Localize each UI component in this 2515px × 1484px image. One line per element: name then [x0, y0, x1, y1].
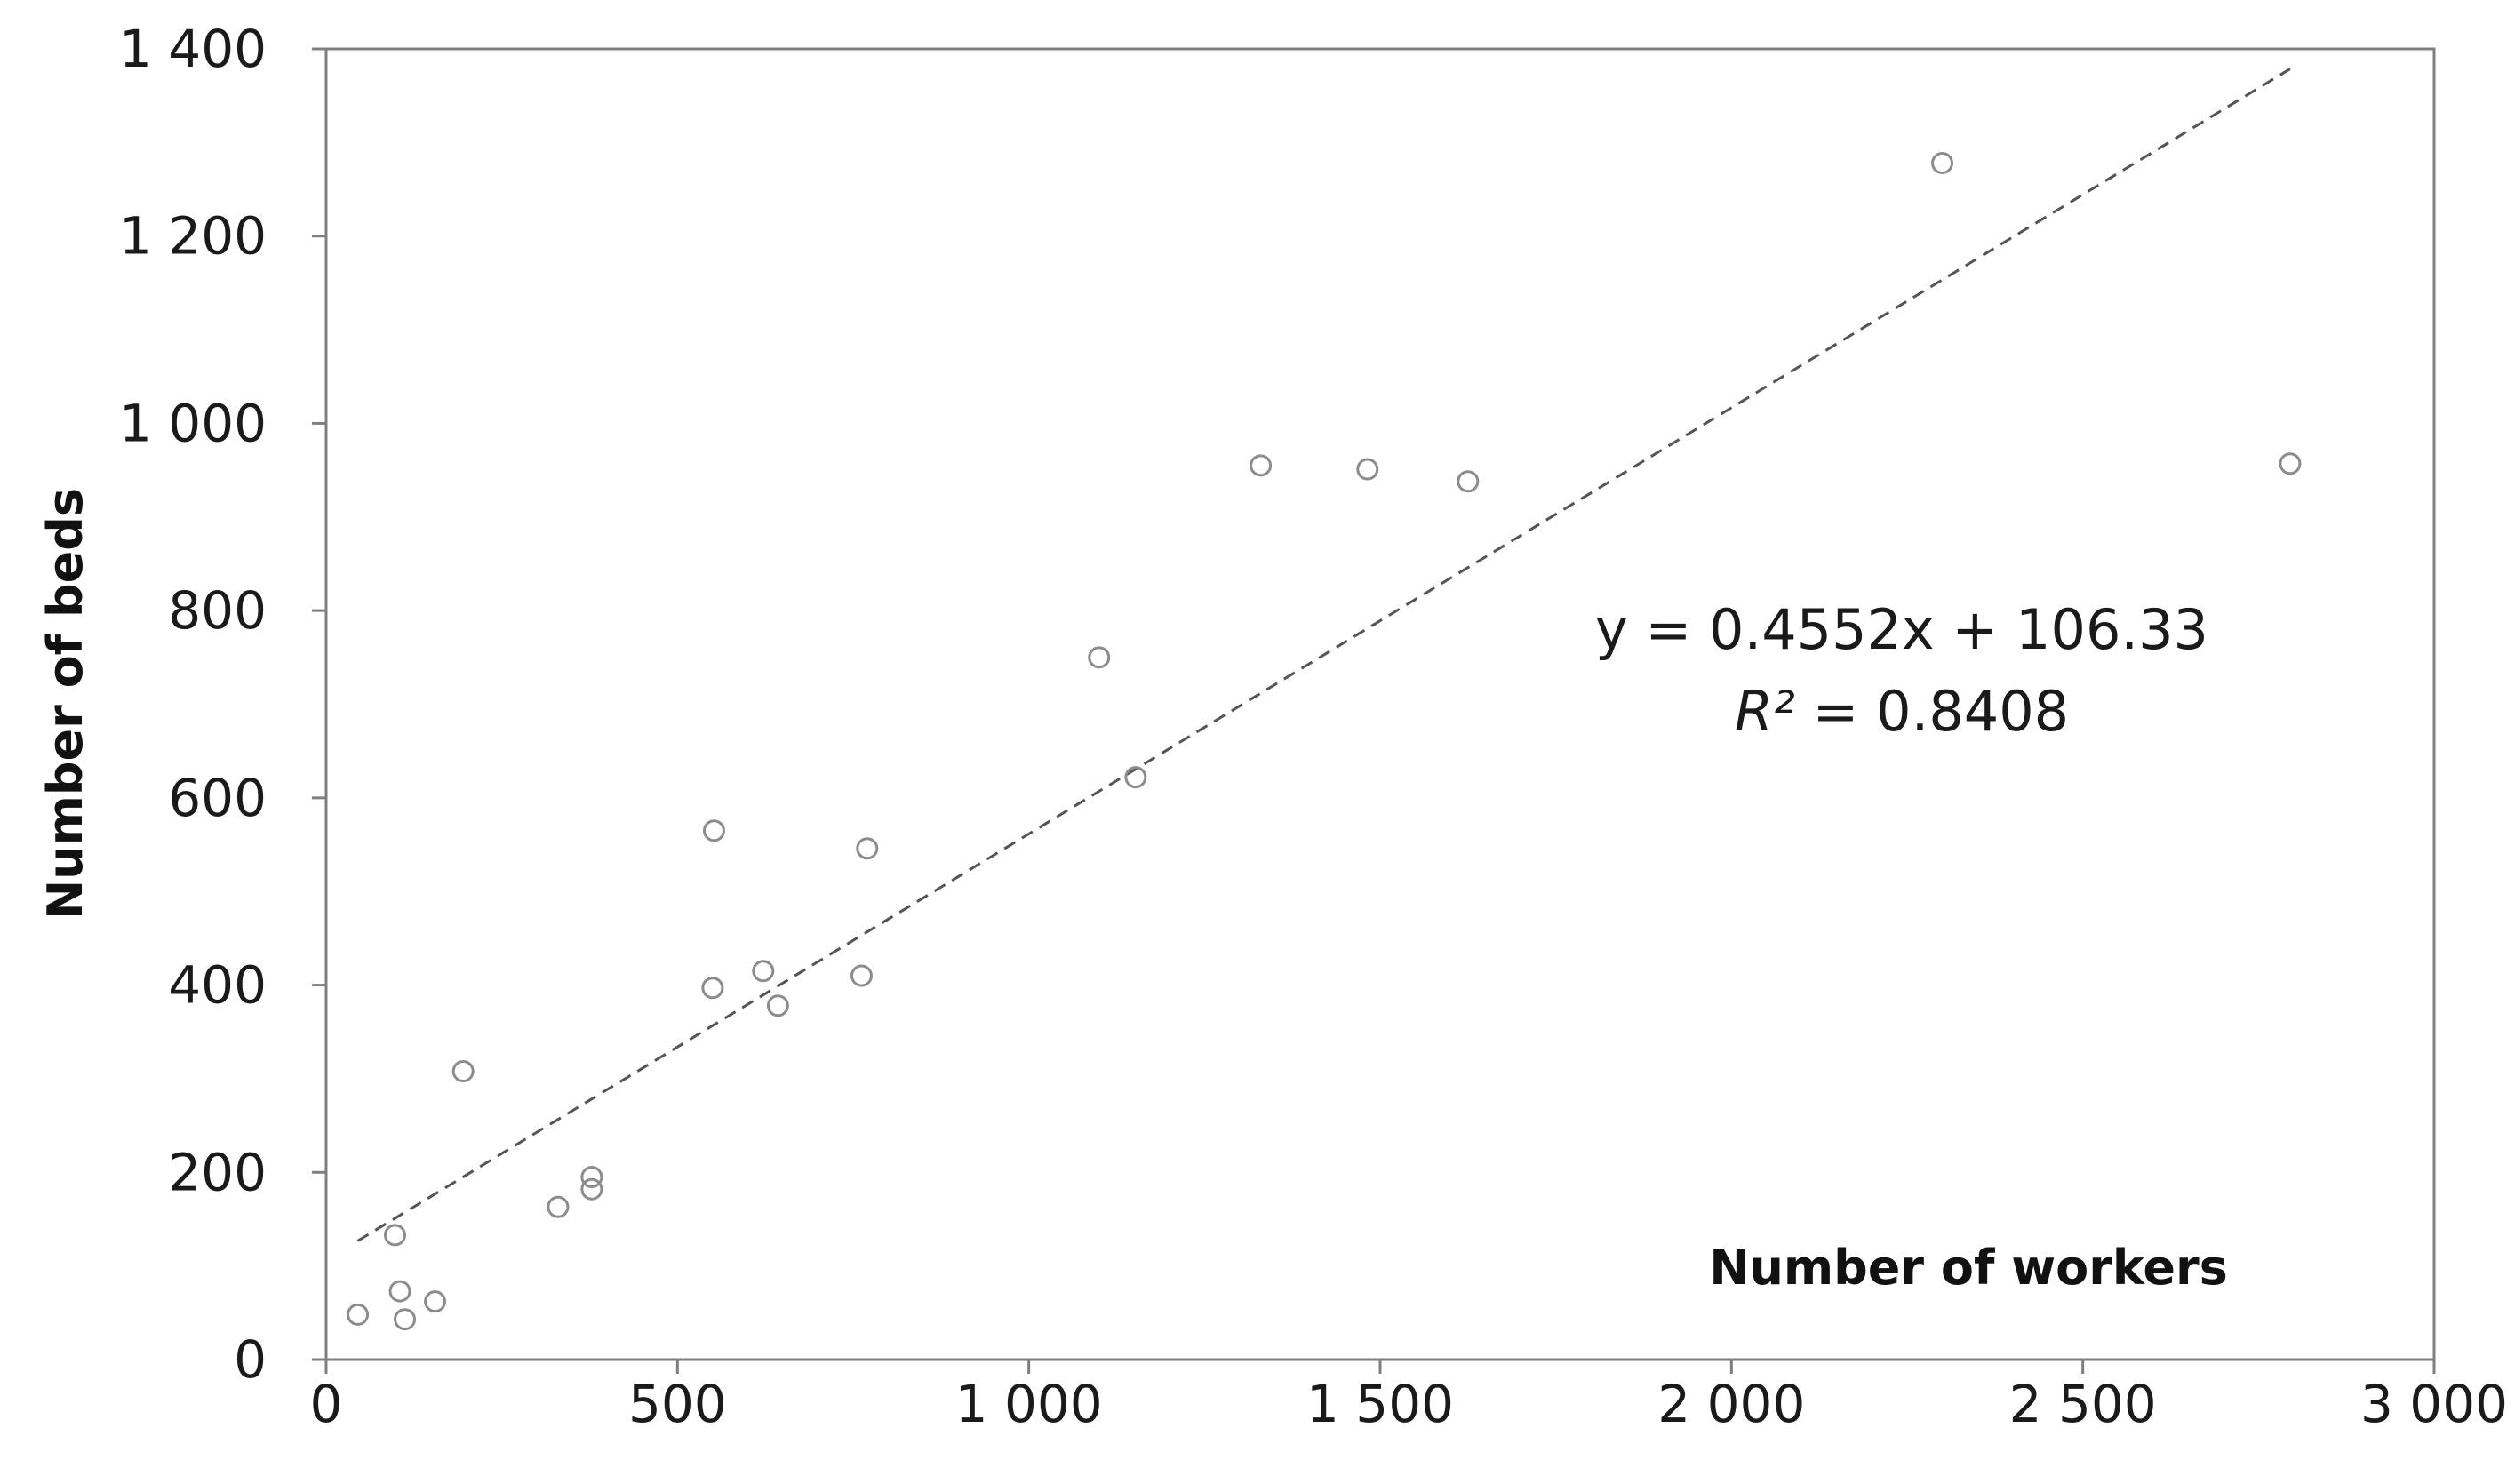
- y-tick-label: 200: [168, 1142, 267, 1202]
- data-point: [580, 1177, 603, 1201]
- r-squared-label: R² = 0.8408: [1735, 679, 2069, 744]
- r-squared-symbol: R²: [1735, 679, 1795, 744]
- r-squared-value: = 0.8408: [1795, 679, 2069, 744]
- y-tick-label: 0: [234, 1329, 267, 1390]
- x-tick-label: 0: [310, 1374, 343, 1434]
- x-tick-label: 2 000: [1657, 1374, 1805, 1434]
- x-tick-label: 1 000: [955, 1374, 1103, 1434]
- data-points: [347, 152, 2302, 1331]
- data-point: [388, 1280, 411, 1303]
- y-tick-label: 400: [168, 955, 267, 1016]
- data-point: [347, 1303, 370, 1326]
- trendline: [356, 68, 2291, 1242]
- data-point: [1356, 458, 1379, 481]
- y-tick-label: 600: [168, 768, 267, 828]
- x-tick-label: 500: [628, 1374, 727, 1434]
- data-point: [1124, 766, 1147, 789]
- data-point: [702, 819, 725, 842]
- x-tick-label: 2 500: [2009, 1374, 2157, 1434]
- data-point: [424, 1290, 447, 1313]
- trendline-group: [356, 68, 2291, 1242]
- data-point: [383, 1224, 406, 1247]
- trendline-equation: y = 0.4552x + 106.33: [1595, 597, 2208, 662]
- data-point: [1457, 470, 1480, 493]
- y-tick-label: 1 000: [119, 393, 267, 453]
- data-point: [547, 1195, 570, 1218]
- data-point: [2279, 452, 2302, 475]
- data-point: [1088, 646, 1111, 669]
- data-point: [850, 964, 873, 987]
- x-axis-title: Number of workers: [1709, 1240, 2227, 1296]
- plot-area-frame: [324, 47, 2436, 1361]
- data-point: [701, 977, 724, 1000]
- x-tick-label: 1 500: [1306, 1374, 1454, 1434]
- x-tick-label: 3 000: [2360, 1374, 2508, 1434]
- data-point: [1250, 454, 1273, 477]
- data-point: [752, 960, 775, 983]
- y-tick-label: 800: [168, 580, 267, 641]
- data-point: [1931, 152, 1954, 175]
- data-point: [766, 994, 789, 1017]
- y-tick-label: 1 400: [119, 19, 267, 79]
- data-point: [580, 1166, 603, 1189]
- y-axis-ticks: 0 200 400 600 800 1 000 1 200 1 400: [119, 19, 326, 1390]
- y-axis-title: Number of beds: [37, 488, 93, 920]
- data-point: [394, 1308, 417, 1331]
- data-point: [856, 837, 879, 860]
- y-tick-label: 1 200: [119, 206, 267, 267]
- x-axis-ticks: 0 500 1 000 1 500 2 000 2 500 3 000: [310, 1360, 2508, 1434]
- data-point: [451, 1060, 475, 1082]
